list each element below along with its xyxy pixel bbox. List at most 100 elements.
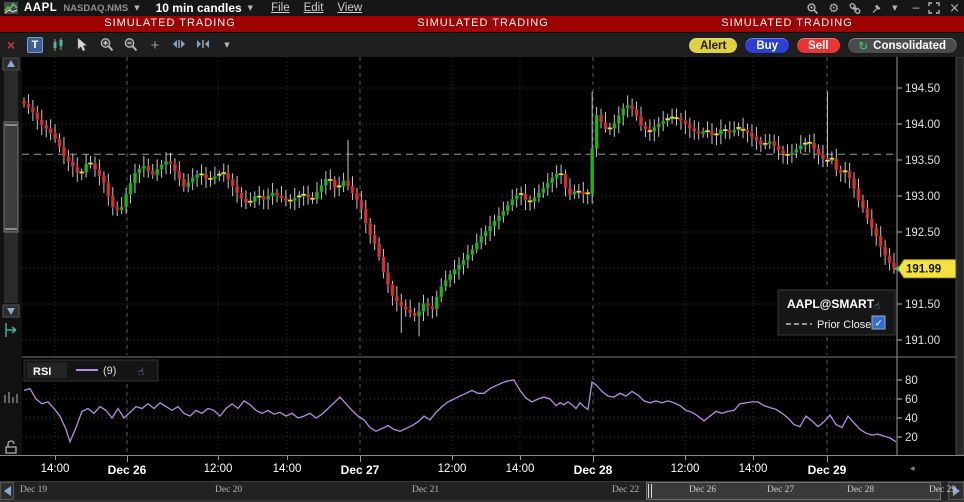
doji-marker: [88, 162, 93, 165]
candle-body: [492, 220, 497, 227]
sell-button[interactable]: Sell: [796, 37, 841, 54]
doji-marker: [842, 170, 848, 172]
axis-collapse-icon[interactable]: ◂: [910, 464, 915, 474]
rsi-tick-label: 60: [905, 394, 918, 406]
gear-icon[interactable]: ⚙: [828, 1, 840, 15]
candle-body: [892, 262, 896, 269]
menu-edit[interactable]: Edit: [303, 2, 324, 14]
candle-body: [102, 175, 106, 184]
doji-marker: [674, 117, 679, 119]
volume-tool-icon[interactable]: [4, 392, 18, 403]
doji-marker: [256, 195, 262, 198]
doji-marker: [221, 172, 227, 174]
tools-dropdown-icon[interactable]: ▼: [224, 41, 230, 49]
doji-marker: [558, 173, 564, 176]
candle-body: [852, 177, 856, 189]
doji-marker: [585, 192, 591, 195]
zoom-in-icon[interactable]: [99, 37, 115, 53]
scroll-left-button[interactable]: [0, 482, 14, 500]
compress-time-icon[interactable]: [171, 37, 187, 53]
candle-body: [621, 108, 626, 116]
rsi-tick-label: 20: [905, 432, 918, 444]
pin-icon[interactable]: [871, 2, 883, 14]
candle-body: [372, 234, 377, 245]
candle-body: [355, 192, 359, 201]
remove-chart-icon[interactable]: ×: [6, 37, 16, 53]
candle-body: [430, 305, 435, 310]
candle-body: [874, 227, 879, 237]
timeframe-dropdown-icon[interactable]: ▼: [247, 4, 254, 12]
doji-marker: [336, 185, 342, 188]
axis-tool-icon[interactable]: [5, 323, 17, 337]
candle-body: [590, 148, 595, 194]
candle-body: [745, 129, 750, 133]
candle-body: [381, 256, 386, 273]
candle-body: [93, 163, 97, 170]
hand-icon[interactable]: ☝: [874, 301, 880, 312]
candle-body: [434, 296, 439, 310]
candle-body: [235, 185, 239, 194]
candle-body: [44, 125, 49, 129]
left-arrow-icon: [3, 486, 11, 496]
candle-body: [53, 132, 57, 139]
scrollbar-date: Dec 28: [847, 485, 875, 495]
candle-body: [31, 107, 35, 113]
text-tool-button[interactable]: T: [27, 37, 43, 53]
doji-marker: [576, 190, 582, 193]
candle-body: [479, 236, 484, 243]
price-scroll-thumb[interactable]: [3, 121, 19, 233]
candle-body: [412, 312, 417, 317]
candle-body: [581, 191, 586, 195]
candle-body: [661, 120, 666, 124]
time-tick: [360, 456, 361, 462]
timeframe-label[interactable]: 10 min candles: [155, 1, 242, 15]
candle-body: [612, 123, 617, 129]
doji-marker: [288, 199, 293, 202]
close-icon[interactable]: ×: [949, 0, 960, 16]
doji-marker: [807, 141, 812, 144]
chart-type-icon[interactable]: [51, 37, 67, 53]
lock-icon[interactable]: [5, 440, 17, 454]
hand-icon[interactable]: ☝: [138, 367, 144, 378]
prior-close-checkbox[interactable]: [871, 315, 886, 330]
menu-file[interactable]: File: [271, 2, 290, 14]
cursor-tool-icon[interactable]: [75, 37, 91, 53]
symbol-dropdown-icon[interactable]: ▼: [134, 4, 140, 12]
candle-body: [57, 138, 62, 148]
menu-view[interactable]: View: [337, 2, 363, 14]
consolidated-button[interactable]: ↻ Consolidated: [846, 37, 958, 54]
button-label: Alert: [700, 39, 727, 52]
exchange-label[interactable]: NASDAQ.NMS: [63, 2, 129, 14]
chevron-down-icon[interactable]: ▼: [892, 3, 898, 12]
candle-body: [359, 199, 364, 210]
candle-body: [563, 173, 568, 189]
expand-time-icon[interactable]: [195, 37, 211, 53]
candle-body: [865, 208, 870, 219]
crosshair-icon[interactable]: +: [150, 36, 160, 54]
candle-body: [279, 195, 284, 199]
button-label: Consolidated: [873, 39, 946, 52]
restore-icon[interactable]: [928, 2, 940, 14]
button-label: Buy: [756, 39, 779, 52]
candle-body: [834, 158, 839, 171]
alert-button[interactable]: Alert: [688, 37, 739, 54]
zoom-out-icon[interactable]: [123, 37, 139, 53]
candle-body: [164, 161, 168, 165]
scrollbar-thumb[interactable]: [646, 482, 941, 500]
magnify-icon[interactable]: [806, 2, 819, 15]
candle-body: [767, 141, 772, 145]
buy-button[interactable]: Buy: [744, 37, 791, 54]
candle-body: [173, 163, 177, 172]
chart-bg: [0, 57, 964, 455]
candle-body: [408, 309, 413, 314]
time-tick: [287, 456, 288, 460]
minimize-icon[interactable]: ─: [912, 1, 920, 15]
app-icon: [4, 2, 18, 14]
simulated-trading-banner: SIMULATED TRADING SIMULATED TRADING SIMULA…: [0, 16, 964, 32]
refresh-icon: ↻: [858, 40, 869, 53]
candle-body: [692, 127, 697, 132]
doji-marker: [527, 200, 533, 203]
banner-text: SIMULATED TRADING: [721, 17, 853, 29]
scroll-right-button[interactable]: [948, 482, 964, 500]
link-icon[interactable]: [848, 2, 862, 15]
